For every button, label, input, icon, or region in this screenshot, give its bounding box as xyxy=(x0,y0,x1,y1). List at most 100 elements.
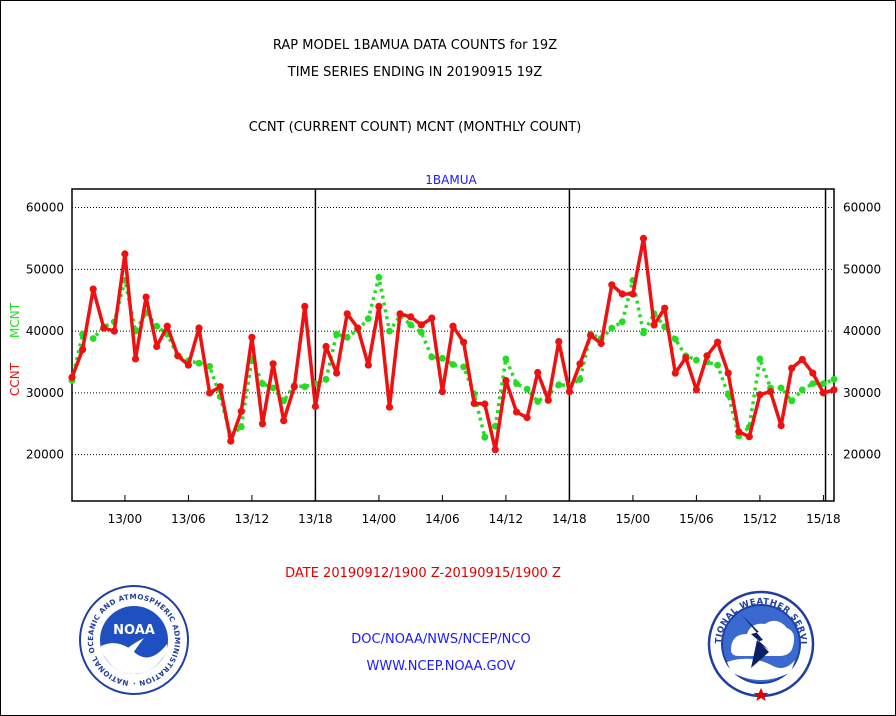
org-label: DOC/NOAA/NWS/NCEP/NCO xyxy=(351,632,531,647)
data-point-mcnt xyxy=(523,385,531,393)
data-point-ccnt xyxy=(703,352,711,360)
data-point-ccnt xyxy=(629,290,637,298)
y-axis-left: 20000 30000 40000 50000 60000 xyxy=(26,201,64,462)
data-point-mcnt xyxy=(608,324,616,332)
data-point-mcnt xyxy=(830,375,838,383)
data-point-mcnt xyxy=(386,327,393,335)
plot-frame xyxy=(71,188,835,502)
data-point-mcnt xyxy=(576,375,584,383)
data-point-ccnt xyxy=(216,383,224,391)
data-point-ccnt xyxy=(290,383,298,391)
x-tick-label: 13/12 xyxy=(235,512,270,526)
data-point-mcnt xyxy=(640,329,647,337)
x-axis: 13/00 13/06 13/12 13/18 14/00 14/06 14/12 14/18… xyxy=(108,495,841,526)
data-point-mcnt xyxy=(301,383,309,391)
data-point-mcnt xyxy=(407,321,415,329)
data-point-ccnt xyxy=(89,285,97,293)
date-range-label: DATE 20190912/1900 Z-20190915/1900 Z xyxy=(285,566,561,581)
data-point-ccnt xyxy=(163,322,171,330)
website-link[interactable]: WWW.NCEP.NOAA.GOV xyxy=(366,659,516,674)
data-point-mcnt xyxy=(756,355,764,363)
data-point-ccnt xyxy=(819,389,828,397)
data-point-ccnt xyxy=(79,346,87,354)
data-point-mcnt xyxy=(364,315,372,323)
data-point-ccnt xyxy=(788,364,796,372)
data-point-mcnt xyxy=(618,318,626,326)
data-point-ccnt xyxy=(142,293,150,301)
y-tick-label-left: 30000 xyxy=(26,386,64,400)
data-point-ccnt xyxy=(650,321,658,329)
data-point-mcnt xyxy=(798,386,806,394)
data-point-ccnt xyxy=(798,355,806,364)
data-point-ccnt xyxy=(565,388,574,396)
data-point-ccnt xyxy=(512,408,521,416)
data-point-mcnt xyxy=(195,359,203,367)
noaa-wordmark: NOAA xyxy=(113,623,155,638)
plot-title: 1BAMUA xyxy=(425,173,477,187)
x-tick-label: 15/06 xyxy=(679,512,714,526)
noaa-logo: NATIONAL OCEANIC AND ATMOSPHERIC ADMINIS… xyxy=(79,585,189,695)
data-point-mcnt xyxy=(555,381,563,389)
data-point-mcnt xyxy=(237,423,245,431)
x-tick-label: 15/12 xyxy=(743,512,778,526)
data-point-ccnt xyxy=(671,369,679,377)
data-point-mcnt xyxy=(460,363,467,371)
data-point-ccnt xyxy=(68,373,76,381)
data-point-ccnt xyxy=(502,376,510,385)
x-tick-label: 15/18 xyxy=(806,512,841,526)
x-tick-label: 14/18 xyxy=(552,512,587,526)
data-point-mcnt xyxy=(375,273,383,281)
data-point-ccnt xyxy=(587,331,595,339)
x-tick-label: 14/00 xyxy=(362,512,397,526)
data-point-mcnt xyxy=(788,397,796,405)
data-point-ccnt xyxy=(237,407,245,415)
data-point-mcnt xyxy=(714,361,721,369)
data-point-mcnt xyxy=(428,353,436,361)
data-point-ccnt xyxy=(809,369,817,377)
series-line-mcnt xyxy=(70,275,835,440)
data-point-mcnt xyxy=(481,434,489,441)
data-point-ccnt xyxy=(438,388,446,396)
data-point-mcnt xyxy=(671,335,679,343)
ylabel-mcnt: MCNT xyxy=(8,302,22,338)
x-tick-label: 13/00 xyxy=(108,512,143,526)
y-tick-label-right: 20000 xyxy=(843,448,881,462)
data-point-ccnt xyxy=(639,234,648,242)
data-point-mcnt xyxy=(322,375,330,383)
data-point-ccnt xyxy=(375,302,383,310)
data-point-mcnt xyxy=(449,361,457,368)
data-point-ccnt xyxy=(131,355,140,363)
data-point-mcnt xyxy=(777,384,785,392)
y-axis-right: 20000 30000 40000 50000 60000 xyxy=(843,201,881,462)
data-point-mcnt xyxy=(206,362,214,370)
data-point-ccnt xyxy=(385,403,394,411)
data-point-ccnt xyxy=(470,399,478,407)
data-point-ccnt xyxy=(354,324,362,332)
data-point-ccnt xyxy=(523,414,531,422)
data-point-mcnt xyxy=(809,380,817,387)
data-point-ccnt xyxy=(576,360,584,368)
data-point-ccnt xyxy=(280,417,288,425)
data-point-mcnt xyxy=(820,380,827,387)
data-point-ccnt xyxy=(428,314,436,322)
data-point-ccnt xyxy=(248,333,256,341)
data-point-mcnt xyxy=(153,322,161,330)
data-point-ccnt xyxy=(661,304,669,312)
data-point-ccnt xyxy=(544,396,552,404)
data-point-mcnt xyxy=(333,330,340,338)
data-point-mcnt xyxy=(89,335,97,342)
series-ccnt xyxy=(68,234,838,454)
x-tick-label: 13/18 xyxy=(298,512,333,526)
data-point-ccnt xyxy=(258,420,267,428)
data-point-ccnt xyxy=(682,354,690,362)
data-point-ccnt xyxy=(343,310,351,318)
data-point-ccnt xyxy=(301,302,309,310)
data-point-ccnt xyxy=(724,369,732,377)
nws-logo: NATIONAL WEATHER SERVICE xyxy=(707,590,815,701)
data-point-ccnt xyxy=(110,327,118,335)
y-tick-label-left: 20000 xyxy=(26,448,64,462)
data-point-ccnt xyxy=(449,322,457,330)
data-point-mcnt xyxy=(343,333,351,341)
y-tick-label-left: 50000 xyxy=(26,262,64,276)
